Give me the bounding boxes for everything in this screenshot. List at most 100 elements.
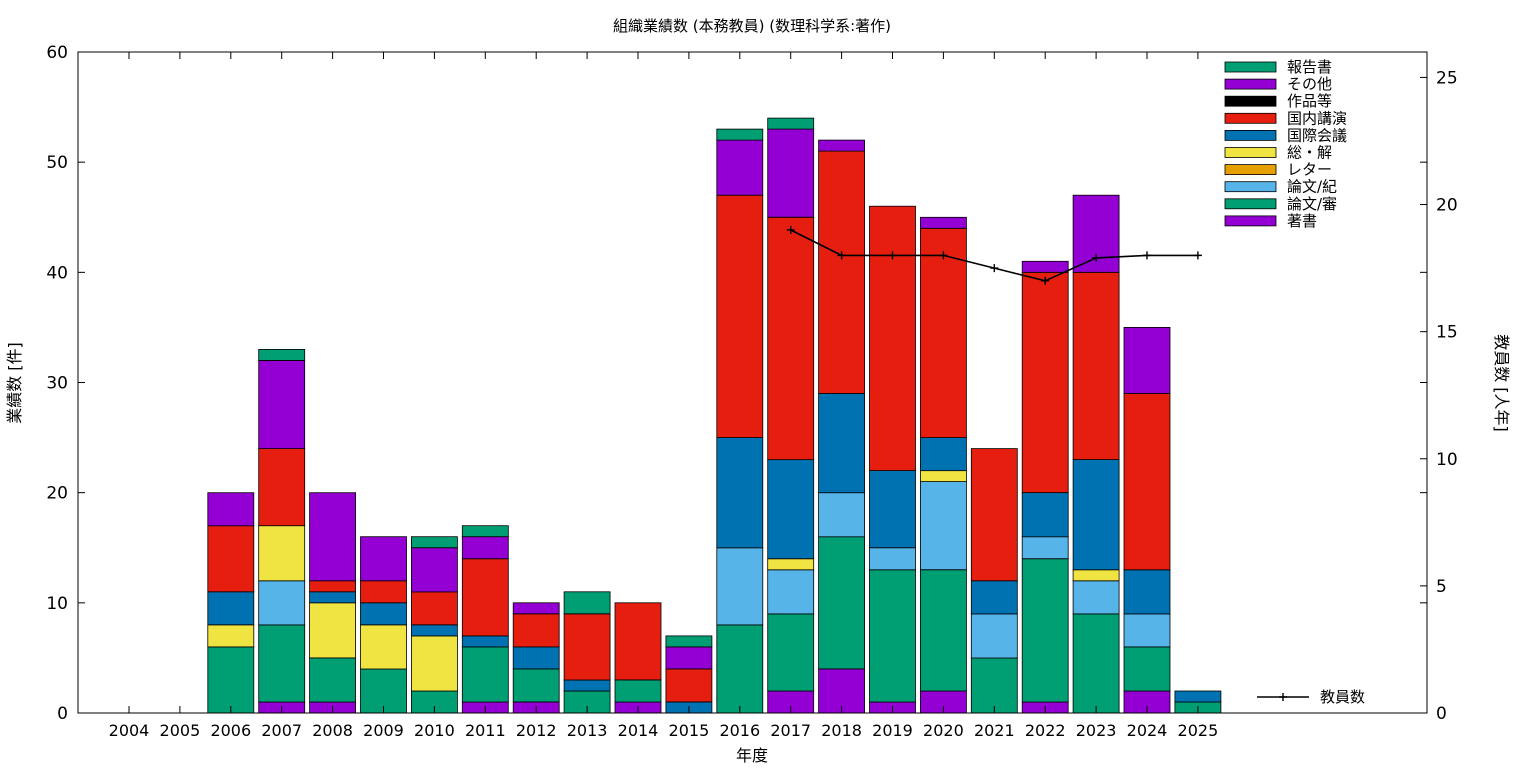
bar-segment-2012-6 <box>512 613 560 648</box>
y-tick-label: 10 <box>46 594 68 614</box>
y2-tick-label: 25 <box>1436 68 1458 88</box>
y-tick-label: 20 <box>46 484 68 504</box>
y-tick-label: 60 <box>46 43 68 63</box>
bar-segment-2023-4 <box>1072 569 1120 582</box>
bar-segment-2013-9 <box>563 591 611 615</box>
bar-segment-2007-9 <box>258 348 306 361</box>
y-tick-label: 30 <box>46 374 68 394</box>
y2-tick-label: 15 <box>1436 323 1458 343</box>
bar-segment-2024-1 <box>1123 646 1171 692</box>
y2-tick-label: 0 <box>1436 704 1447 724</box>
teacher-count-point <box>786 225 795 234</box>
teacher-count-point <box>1041 276 1050 285</box>
bar-segment-2010-9 <box>410 536 458 549</box>
bar-segment-2011-5 <box>461 635 509 648</box>
y2-tick-label: 5 <box>1436 577 1447 597</box>
bar-segment-2019-5 <box>869 470 916 549</box>
bar-segment-2009-1 <box>360 668 407 714</box>
legend-swatch <box>1224 129 1277 141</box>
teacher-count-point <box>1143 251 1151 260</box>
bar-segment-2022-2 <box>1021 536 1069 560</box>
bars-group <box>207 117 1222 714</box>
bar-segment-2010-5 <box>410 624 458 637</box>
bar-segment-2024-8 <box>1123 326 1171 394</box>
bar-segment-2011-6 <box>461 558 509 637</box>
bar-segment-2010-8 <box>410 547 458 593</box>
bar-segment-2024-2 <box>1123 613 1171 648</box>
bar-segment-2012-5 <box>512 646 560 670</box>
bar-segment-2023-1 <box>1072 613 1120 714</box>
bar-segment-2021-2 <box>970 613 1018 659</box>
legend-swatch <box>1224 181 1277 193</box>
bar-segment-2020-5 <box>920 437 967 472</box>
bar-segment-2016-8 <box>716 139 764 196</box>
bar-segment-2007-2 <box>258 580 306 626</box>
x-tick-label: 2007 <box>261 721 302 740</box>
x-tick-label: 2020 <box>923 721 964 740</box>
bar-segment-2023-6 <box>1072 271 1120 460</box>
teacher-count-point <box>1092 253 1101 262</box>
legend-label: その他 <box>1287 75 1332 93</box>
bar-segment-2006-6 <box>207 525 255 593</box>
bar-segment-2007-4 <box>258 525 306 582</box>
bar-segment-2019-1 <box>869 569 916 703</box>
bar-segment-2015-6 <box>665 668 713 703</box>
bar-segment-2024-5 <box>1123 569 1171 615</box>
bar-segment-2018-0 <box>818 668 865 714</box>
legend-swatch <box>1224 78 1277 90</box>
bar-segment-2011-1 <box>461 646 509 703</box>
legend-label: 報告書 <box>1287 58 1332 76</box>
x-tick-label: 2011 <box>465 721 506 740</box>
x-tick-label: 2024 <box>1127 721 1168 740</box>
bar-segment-2011-8 <box>461 536 509 560</box>
bar-segment-2014-1 <box>614 679 662 703</box>
legend-label: 論文/紀 <box>1287 178 1337 196</box>
legend-label: 作品等 <box>1287 92 1332 110</box>
bar-segment-2013-5 <box>563 679 611 692</box>
bar-segment-2014-6 <box>614 602 662 681</box>
y-tick-label: 40 <box>46 263 68 283</box>
bar-segment-2018-8 <box>818 139 865 152</box>
bar-segment-2007-1 <box>258 624 306 703</box>
y2-tick-label: 10 <box>1436 450 1458 470</box>
legend-label: 総・解 <box>1287 144 1332 162</box>
legend-swatch <box>1224 147 1277 158</box>
bar-segment-2019-6 <box>869 205 916 471</box>
legend-line-label: 教員数 <box>1320 688 1365 706</box>
bar-segment-2023-5 <box>1072 459 1120 571</box>
legend-line-marker <box>1279 693 1287 701</box>
bar-segment-2008-4 <box>309 602 357 659</box>
bar-segment-2012-8 <box>512 602 560 615</box>
bar-segment-2009-4 <box>360 624 407 670</box>
bar-segment-2007-8 <box>258 360 306 449</box>
bar-segment-2017-6 <box>767 216 815 461</box>
bar-segment-2020-8 <box>920 216 967 229</box>
x-tick-label: 2017 <box>770 721 811 740</box>
x-tick-label: 2018 <box>821 721 862 740</box>
x-tick-label: 2021 <box>974 721 1015 740</box>
bar-segment-2020-2 <box>920 481 967 571</box>
bar-segment-2020-1 <box>920 569 967 692</box>
y-axis-label: 業績数 [件] <box>5 342 24 424</box>
x-tick-label: 2006 <box>210 721 251 740</box>
bar-segment-2021-6 <box>970 448 1018 582</box>
bar-segment-2024-6 <box>1123 393 1171 571</box>
bar-segment-2010-4 <box>410 635 458 692</box>
bar-segment-2006-4 <box>207 624 255 648</box>
bar-segment-2018-2 <box>818 492 865 538</box>
teacher-count-point <box>990 264 999 273</box>
bar-segment-2010-6 <box>410 591 458 626</box>
bar-segment-2017-4 <box>767 558 815 571</box>
bar-segment-2022-1 <box>1021 558 1069 703</box>
bar-segment-2008-1 <box>309 657 357 703</box>
bar-segment-2008-8 <box>309 492 357 582</box>
bar-segment-2017-9 <box>767 117 815 130</box>
bar-segment-2021-5 <box>970 580 1018 615</box>
bar-segment-2009-6 <box>360 580 407 604</box>
chart-title: 組織業績数 (本務教員) (数理科学系:著作) <box>613 17 891 35</box>
bar-segment-2015-9 <box>665 635 713 648</box>
y2-tick-label: 20 <box>1436 196 1458 216</box>
bar-segment-2022-6 <box>1021 271 1069 493</box>
